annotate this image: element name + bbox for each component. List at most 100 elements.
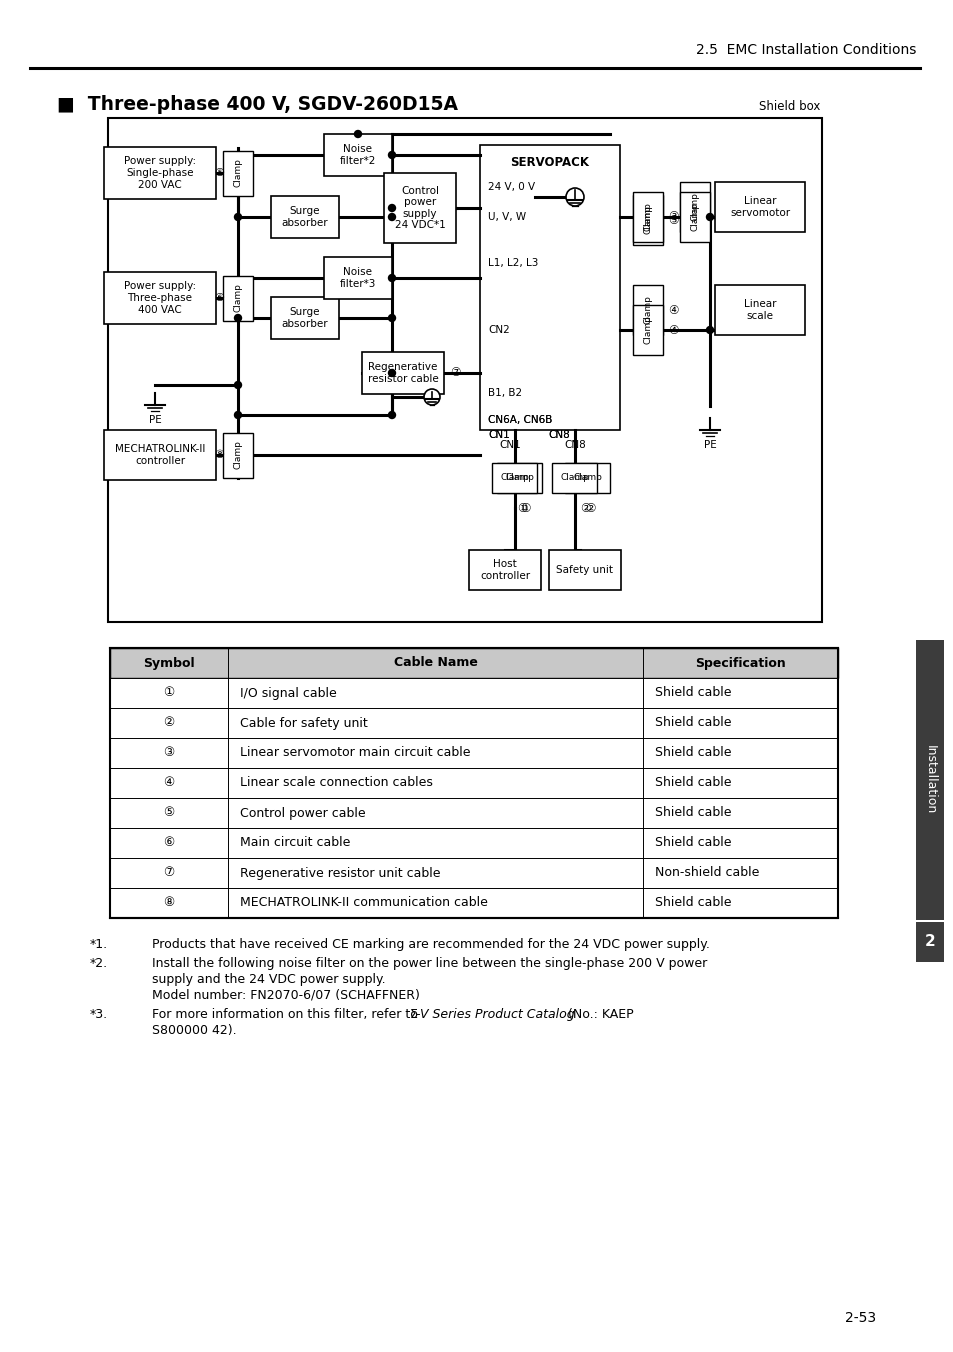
- Bar: [633, 306, 662, 356]
- Text: CN1: CN1: [488, 430, 509, 439]
- Bar: [492, 462, 537, 493]
- Text: Shield box: Shield box: [758, 100, 820, 114]
- Text: Shield cable: Shield cable: [655, 837, 731, 849]
- Bar: [915, 639, 943, 919]
- Text: Control
power
supply
24 VDC*1: Control power supply 24 VDC*1: [395, 185, 445, 230]
- Circle shape: [234, 214, 241, 220]
- Text: U, V, W: U, V, W: [488, 212, 525, 222]
- Text: ⑦: ⑦: [163, 867, 174, 880]
- Text: Clamp: Clamp: [643, 203, 652, 231]
- Text: (No.: KAEP: (No.: KAEP: [563, 1009, 633, 1021]
- Text: Clamp: Clamp: [233, 284, 242, 312]
- Text: CN6A, CN6B: CN6A, CN6B: [488, 415, 552, 425]
- Text: ⑥: ⑥: [163, 837, 174, 849]
- Bar: [633, 192, 662, 242]
- Bar: [223, 276, 253, 320]
- Text: Linear scale connection cables: Linear scale connection cables: [240, 776, 433, 790]
- Circle shape: [234, 411, 241, 419]
- Text: ①: ①: [519, 502, 530, 515]
- Text: PE: PE: [149, 415, 161, 425]
- Circle shape: [355, 131, 361, 138]
- Text: Clamp: Clamp: [500, 473, 529, 483]
- Circle shape: [388, 214, 395, 220]
- Text: ⑧: ⑧: [213, 450, 224, 460]
- Text: Power supply:
Three-phase
400 VAC: Power supply: Three-phase 400 VAC: [124, 281, 196, 315]
- Text: Regenerative
resistor cable: Regenerative resistor cable: [367, 362, 438, 384]
- Bar: [271, 196, 338, 238]
- Circle shape: [388, 274, 395, 281]
- Text: SERVOPACK: SERVOPACK: [510, 157, 589, 169]
- Text: 2: 2: [923, 934, 934, 949]
- Text: Clamp: Clamp: [643, 315, 652, 345]
- Bar: [223, 433, 253, 477]
- Bar: [324, 134, 392, 176]
- Text: Clamp: Clamp: [690, 192, 699, 222]
- Bar: [915, 922, 943, 963]
- Text: B1, B2: B1, B2: [488, 388, 521, 397]
- Bar: [110, 708, 837, 738]
- Bar: [552, 462, 597, 493]
- Text: *3.: *3.: [90, 1009, 108, 1021]
- Text: Linear servomotor main circuit cable: Linear servomotor main circuit cable: [240, 746, 470, 760]
- Bar: [565, 462, 610, 493]
- Bar: [497, 462, 542, 493]
- Text: Safety unit: Safety unit: [556, 565, 613, 575]
- Text: Clamp: Clamp: [643, 296, 652, 324]
- Text: 2.5  EMC Installation Conditions: 2.5 EMC Installation Conditions: [695, 43, 915, 57]
- Text: Clamp: Clamp: [573, 473, 601, 483]
- Text: MECHATROLINK-II
controller: MECHATROLINK-II controller: [114, 445, 205, 466]
- Text: Products that have received CE marking are recommended for the 24 VDC power supp: Products that have received CE marking a…: [152, 938, 709, 950]
- Text: CN8: CN8: [547, 430, 569, 439]
- Text: Clamp: Clamp: [560, 473, 589, 483]
- Text: ⑦: ⑦: [449, 366, 459, 380]
- Text: Clamp: Clamp: [690, 203, 699, 231]
- Bar: [110, 677, 837, 708]
- Circle shape: [706, 326, 713, 334]
- Text: Clamp: Clamp: [643, 206, 652, 234]
- Text: ②: ②: [579, 502, 590, 515]
- Bar: [633, 285, 662, 335]
- Text: CN1: CN1: [498, 439, 520, 450]
- Text: Σ: Σ: [410, 1009, 417, 1021]
- Text: ①: ①: [163, 687, 174, 699]
- Text: Noise
filter*2: Noise filter*2: [339, 145, 375, 166]
- Bar: [110, 648, 837, 677]
- Text: ⑤: ⑤: [213, 168, 224, 178]
- Circle shape: [565, 188, 583, 206]
- Bar: [679, 192, 709, 242]
- Text: L1, L2, L3: L1, L2, L3: [488, 258, 537, 268]
- Circle shape: [388, 204, 395, 211]
- Text: Regenerative resistor unit cable: Regenerative resistor unit cable: [240, 867, 440, 880]
- Text: I/O signal cable: I/O signal cable: [240, 687, 336, 699]
- Text: Model number: FN2070-6/07 (SCHAFFNER): Model number: FN2070-6/07 (SCHAFFNER): [152, 990, 419, 1002]
- Text: ②: ②: [584, 502, 595, 515]
- Text: PE: PE: [703, 439, 716, 450]
- Bar: [104, 147, 215, 199]
- Text: Shield cable: Shield cable: [655, 717, 731, 730]
- Text: supply and the 24 VDC power supply.: supply and the 24 VDC power supply.: [152, 973, 385, 986]
- Bar: [479, 145, 619, 430]
- Text: Shield cable: Shield cable: [655, 776, 731, 790]
- Circle shape: [388, 411, 395, 419]
- Bar: [110, 827, 837, 859]
- Text: For more information on this filter, refer to: For more information on this filter, ref…: [152, 1009, 421, 1021]
- Bar: [361, 352, 443, 393]
- Text: MECHATROLINK-II communication cable: MECHATROLINK-II communication cable: [240, 896, 487, 910]
- Text: Power supply:
Single-phase
200 VAC: Power supply: Single-phase 200 VAC: [124, 157, 196, 189]
- Text: ■  Three-phase 400 V, SGDV-260D15A: ■ Three-phase 400 V, SGDV-260D15A: [57, 95, 457, 114]
- Text: 2-53: 2-53: [844, 1311, 875, 1325]
- Text: Specification: Specification: [695, 657, 785, 669]
- Text: Host
controller: Host controller: [479, 560, 530, 581]
- Bar: [110, 738, 837, 768]
- Text: Installation: Installation: [923, 745, 936, 815]
- Text: CN1: CN1: [488, 430, 509, 439]
- Text: Surge
absorber: Surge absorber: [281, 307, 328, 329]
- Circle shape: [706, 214, 713, 220]
- Text: Shield cable: Shield cable: [655, 896, 731, 910]
- Text: Main circuit cable: Main circuit cable: [240, 837, 350, 849]
- Text: ①: ①: [517, 502, 527, 515]
- Text: ⑥: ⑥: [213, 293, 224, 303]
- Bar: [469, 550, 540, 589]
- Bar: [384, 173, 456, 243]
- Text: CN2: CN2: [488, 324, 509, 335]
